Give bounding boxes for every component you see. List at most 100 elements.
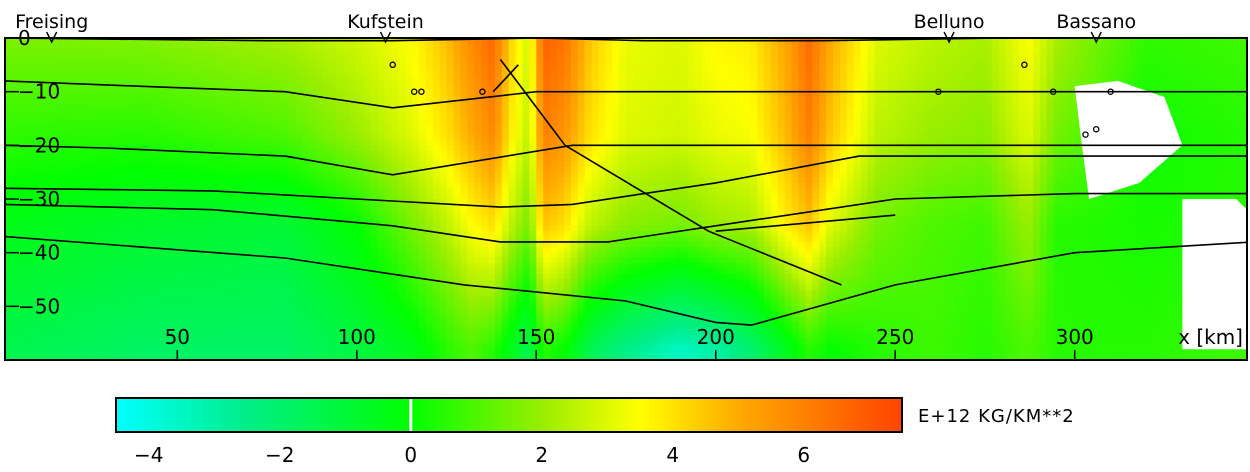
heat-cell (632, 118, 641, 125)
heat-cell (1067, 86, 1076, 93)
heat-cell (87, 118, 96, 125)
heat-cell (108, 172, 116, 179)
heat-cell (653, 80, 662, 87)
heat-cell (660, 97, 668, 103)
heat-cell (308, 102, 317, 109)
heat-cell (619, 86, 627, 93)
heat-cell (1012, 80, 1020, 87)
heat-cell (391, 64, 399, 71)
heat-cell (971, 59, 979, 66)
heat-cell (784, 48, 793, 55)
heat-cell (253, 86, 261, 93)
heat-cell (419, 64, 427, 71)
heat-cell (260, 107, 268, 114)
heat-cell (212, 38, 220, 44)
heat-cell (971, 145, 979, 152)
heat-cell (1026, 48, 1034, 55)
heat-cell (591, 113, 599, 120)
heat-cell (688, 177, 696, 184)
heat-cell (212, 54, 220, 61)
heat-cell (874, 161, 882, 168)
heat-cell (460, 134, 468, 141)
heat-cell (260, 59, 268, 66)
heat-cell (646, 177, 655, 184)
heat-cell (253, 182, 261, 189)
heat-cell (984, 118, 993, 125)
heat-cell (11, 91, 20, 98)
heat-cell (5, 166, 13, 173)
heat-cell (584, 48, 593, 55)
heat-cell (5, 64, 13, 71)
heat-cell (715, 150, 724, 157)
heat-cell (143, 86, 151, 93)
heat-cell (701, 107, 710, 114)
heat-cell (708, 145, 717, 152)
heat-cell (136, 129, 144, 136)
heat-cell (488, 59, 496, 66)
heat-cell (764, 156, 772, 163)
heat-cell (908, 107, 917, 114)
heat-cell (80, 70, 89, 77)
heat-cell (1240, 86, 1247, 93)
heat-cell (419, 75, 427, 82)
heat-cell (819, 150, 827, 157)
heat-cell (384, 75, 392, 82)
heat-cell (350, 80, 358, 87)
heat-cell (419, 70, 427, 77)
heat-cell (1129, 64, 1138, 71)
heat-cell (860, 118, 869, 125)
heat-cell (363, 156, 372, 163)
heat-cell (287, 145, 296, 152)
heat-cell (1033, 156, 1041, 163)
heat-cell (212, 48, 220, 55)
heat-cell (929, 123, 938, 130)
heat-cell (336, 54, 344, 61)
heat-cell (384, 156, 392, 163)
heat-cell (977, 113, 986, 120)
heat-cell (805, 107, 813, 114)
heat-cell (1226, 177, 1234, 184)
heat-cell (701, 172, 710, 179)
heat-cell (626, 150, 634, 157)
heat-cell (467, 145, 475, 152)
heat-cell (432, 182, 441, 189)
heat-cell (1157, 38, 1165, 44)
heat-cell (660, 129, 668, 136)
heat-cell (46, 113, 54, 120)
heat-cell (412, 64, 420, 71)
heat-cell (1184, 139, 1193, 146)
heat-cell (1074, 48, 1082, 55)
heat-cell (67, 161, 75, 168)
heat-cell (743, 102, 751, 109)
heat-cell (798, 150, 806, 157)
heat-cell (1240, 54, 1247, 61)
heat-cell (757, 86, 765, 93)
heat-cell (53, 134, 61, 141)
heat-cell (701, 113, 710, 120)
heat-cell (336, 59, 344, 66)
heat-cell (1226, 43, 1234, 50)
heat-cell (598, 102, 606, 109)
heat-cell (605, 172, 613, 179)
heat-cell (453, 70, 461, 77)
heat-cell (156, 161, 165, 168)
heat-cell (598, 177, 606, 184)
heat-cell (757, 113, 765, 120)
heat-cell (784, 156, 793, 163)
heat-cell (764, 113, 772, 120)
heat-cell (743, 91, 751, 98)
heat-cell (1226, 102, 1234, 109)
heat-cell (1219, 118, 1227, 125)
heat-cell (950, 166, 958, 173)
heat-cell (46, 123, 54, 130)
heat-cell (432, 38, 441, 44)
heat-cell (1046, 91, 1055, 98)
heat-cell (163, 80, 172, 87)
heat-cell (108, 156, 116, 163)
heat-cell (108, 102, 116, 109)
heat-cell (784, 118, 793, 125)
heat-cell (94, 43, 103, 50)
heat-cell (998, 75, 1007, 82)
heat-cell (550, 182, 558, 189)
heat-cell (108, 134, 116, 141)
